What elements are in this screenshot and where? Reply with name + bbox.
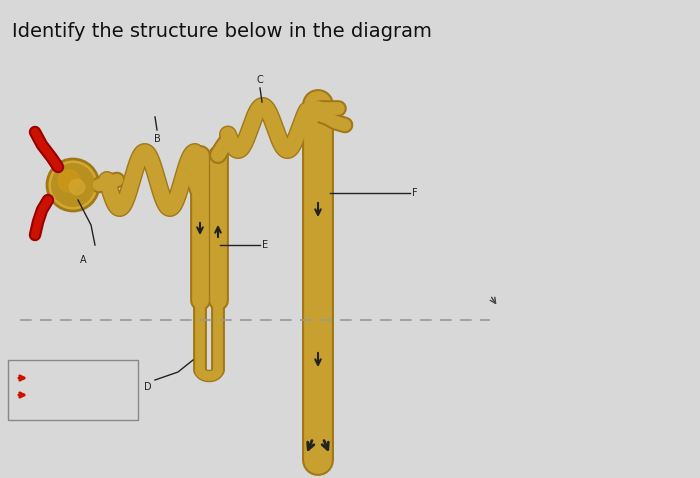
Text: D: D (144, 382, 152, 392)
FancyBboxPatch shape (8, 360, 138, 420)
Text: E: E (262, 240, 268, 250)
Circle shape (47, 159, 99, 211)
Circle shape (58, 170, 80, 192)
Text: C: C (257, 75, 263, 85)
Text: B: B (153, 134, 160, 144)
Text: F: F (412, 188, 418, 198)
Text: Identify the structure below in the diagram: Identify the structure below in the diag… (12, 22, 432, 41)
Text: A: A (80, 255, 86, 265)
Circle shape (51, 163, 95, 207)
Circle shape (69, 179, 85, 195)
